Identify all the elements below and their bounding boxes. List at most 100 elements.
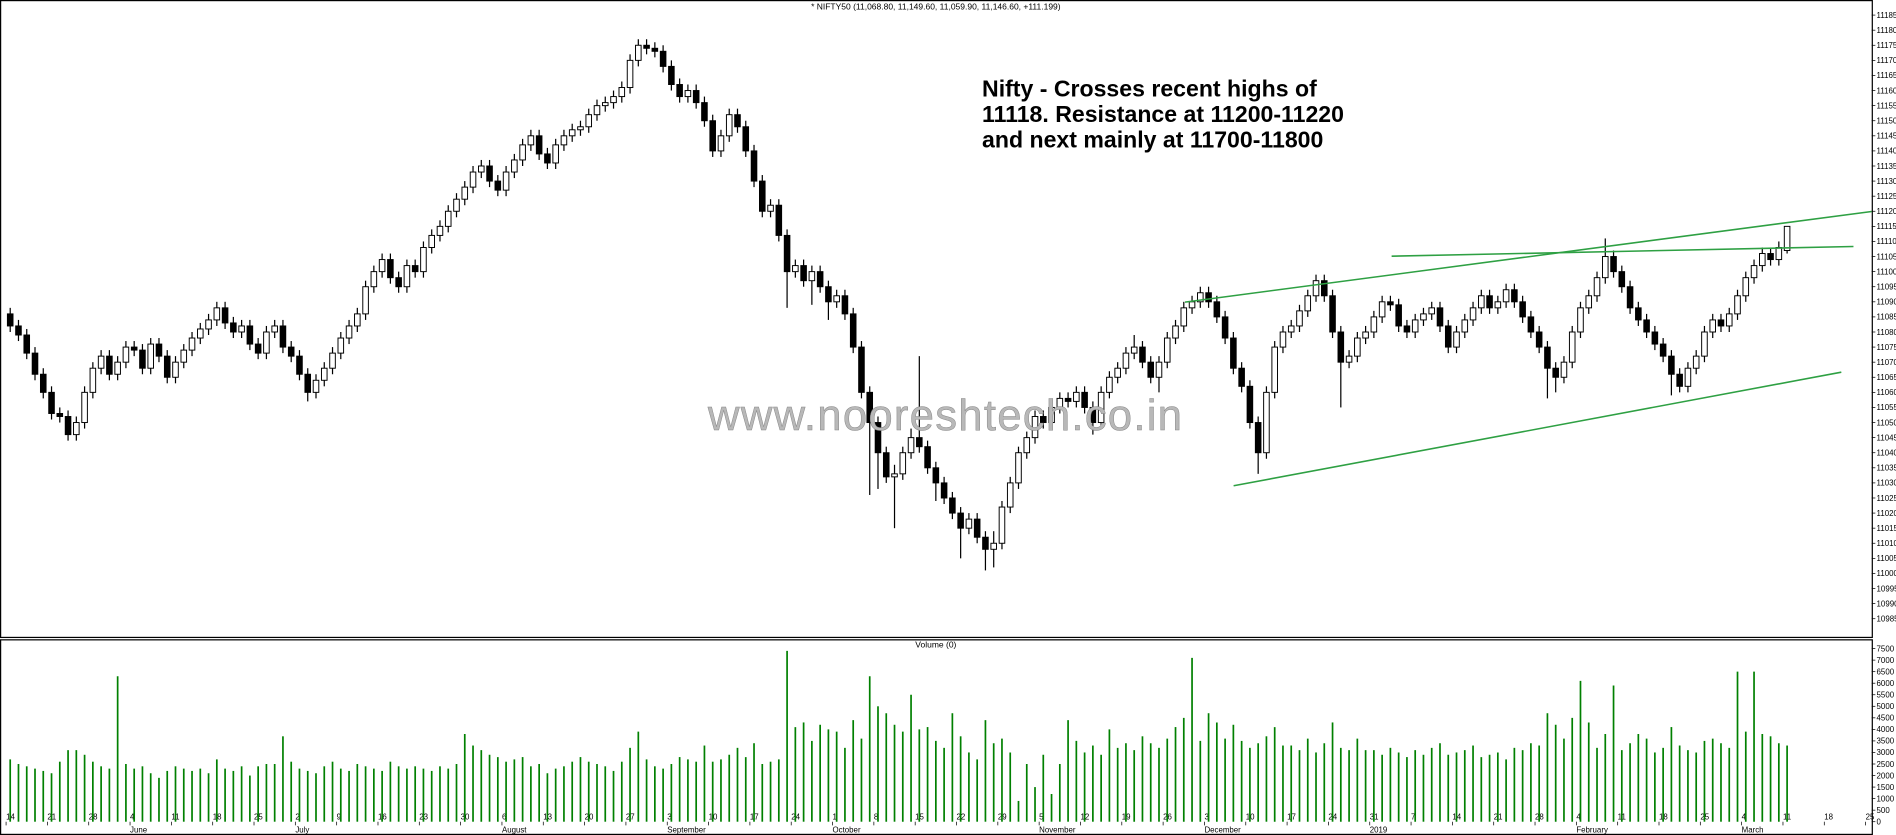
candle-body bbox=[1304, 295, 1312, 312]
trend-line bbox=[1233, 371, 1842, 487]
y-tick-label: 2000 bbox=[1877, 771, 1895, 780]
candle-body bbox=[213, 307, 221, 321]
header: * NIFTY50 (11,068.80, 11,149.60, 11,059.… bbox=[811, 2, 1061, 12]
x-tick-label: 4 bbox=[1742, 812, 1747, 821]
candle-body bbox=[1593, 277, 1601, 297]
month-label: December bbox=[1204, 826, 1241, 835]
y-tick-label: 11120 bbox=[1877, 207, 1896, 216]
candle-body bbox=[188, 337, 196, 351]
candle-body bbox=[1387, 301, 1394, 306]
candle-body bbox=[1395, 304, 1402, 327]
candle-body bbox=[1263, 391, 1270, 454]
candle-body bbox=[1552, 367, 1559, 378]
candle-body bbox=[48, 391, 55, 414]
y-tick-label: 11175 bbox=[1877, 41, 1896, 50]
candle-body bbox=[1668, 355, 1675, 375]
candle-body bbox=[808, 271, 816, 282]
candle-body bbox=[725, 114, 733, 137]
candle-body bbox=[329, 352, 336, 369]
candle-body bbox=[1370, 316, 1378, 333]
candle-body bbox=[1056, 397, 1064, 408]
candle-body bbox=[320, 367, 328, 381]
candle-body bbox=[998, 506, 1006, 544]
candle-body bbox=[924, 446, 931, 469]
y-tick-label: 11145 bbox=[1877, 132, 1896, 141]
candle-body bbox=[833, 295, 840, 303]
candle-body bbox=[1122, 352, 1130, 369]
candle-body bbox=[1560, 361, 1568, 378]
candle-body bbox=[965, 518, 973, 529]
candle-body bbox=[899, 452, 907, 475]
candle-body bbox=[155, 343, 163, 357]
y-tick-label: 11090 bbox=[1877, 298, 1896, 307]
candle-body bbox=[1643, 319, 1650, 333]
candle-body bbox=[312, 379, 320, 393]
candle-body bbox=[1048, 406, 1055, 424]
candle-body bbox=[6, 313, 14, 327]
candle-body bbox=[916, 437, 923, 448]
candle-body bbox=[593, 105, 601, 116]
candle-body bbox=[1279, 331, 1287, 348]
candle-body bbox=[560, 135, 568, 146]
y-tick-label: 11050 bbox=[1877, 418, 1896, 427]
candle-body bbox=[635, 44, 642, 61]
y-tick-label: 11110 bbox=[1877, 237, 1896, 246]
candle-body bbox=[1469, 307, 1477, 321]
candle-body bbox=[15, 325, 22, 336]
candle-body bbox=[271, 325, 278, 333]
y-tick-label: 11000 bbox=[1877, 569, 1896, 578]
candle-body bbox=[1205, 292, 1212, 303]
candle-body bbox=[907, 437, 915, 454]
candle-body bbox=[1362, 331, 1369, 339]
candle-body bbox=[1511, 289, 1518, 303]
candle-body bbox=[1139, 346, 1146, 363]
candle-body bbox=[767, 204, 774, 212]
candle-body bbox=[89, 367, 97, 393]
y-tick-label: 10995 bbox=[1877, 584, 1896, 593]
y-tick-label: 500 bbox=[1877, 806, 1891, 815]
candle-body bbox=[1155, 361, 1163, 378]
candle-body bbox=[1701, 331, 1708, 357]
candle-body bbox=[296, 355, 303, 375]
candle-body bbox=[1188, 301, 1196, 309]
candle-body bbox=[23, 334, 31, 354]
candle-body bbox=[1246, 385, 1254, 424]
candle-body bbox=[800, 265, 807, 282]
candle-body bbox=[147, 343, 154, 369]
y-tick-label: 11170 bbox=[1877, 56, 1896, 65]
candle-body bbox=[618, 87, 626, 98]
candle-body bbox=[1618, 271, 1626, 288]
candle-body bbox=[1544, 346, 1551, 369]
candle-body bbox=[982, 536, 989, 550]
candle-body bbox=[502, 171, 510, 191]
candle-body bbox=[378, 259, 386, 273]
y-tick-label: 11075 bbox=[1877, 343, 1896, 352]
y-tick-label: 11005 bbox=[1877, 554, 1896, 563]
candle-body bbox=[1684, 367, 1692, 387]
candle-body bbox=[519, 144, 526, 161]
candle-body bbox=[461, 186, 469, 200]
x-tick-label: 7 bbox=[1411, 812, 1415, 821]
candle-body bbox=[230, 322, 237, 333]
candle-body bbox=[544, 153, 551, 164]
candle-body bbox=[1783, 225, 1791, 251]
candle-body bbox=[31, 352, 39, 375]
candle-body bbox=[601, 102, 609, 107]
candle-body bbox=[651, 47, 659, 52]
y-tick-label: 11150 bbox=[1877, 117, 1896, 126]
y-tick-label: 4000 bbox=[1877, 725, 1895, 734]
candle-body bbox=[1271, 346, 1278, 393]
y-tick-label: 7000 bbox=[1877, 656, 1895, 665]
candle-body bbox=[1585, 295, 1593, 309]
x-tick-label: 8 bbox=[874, 812, 879, 821]
candle-body bbox=[1742, 277, 1750, 297]
candle-body bbox=[279, 325, 287, 348]
candle-body bbox=[97, 355, 105, 369]
y-tick-label: 6000 bbox=[1877, 679, 1895, 688]
y-tick-label: 11180 bbox=[1877, 26, 1896, 35]
x-tick-label: 1 bbox=[833, 812, 837, 821]
candle-body bbox=[345, 325, 353, 339]
y-tick-label: 0 bbox=[1877, 818, 1882, 827]
y-tick-label: 11085 bbox=[1877, 313, 1896, 322]
candle-body bbox=[1577, 307, 1584, 333]
